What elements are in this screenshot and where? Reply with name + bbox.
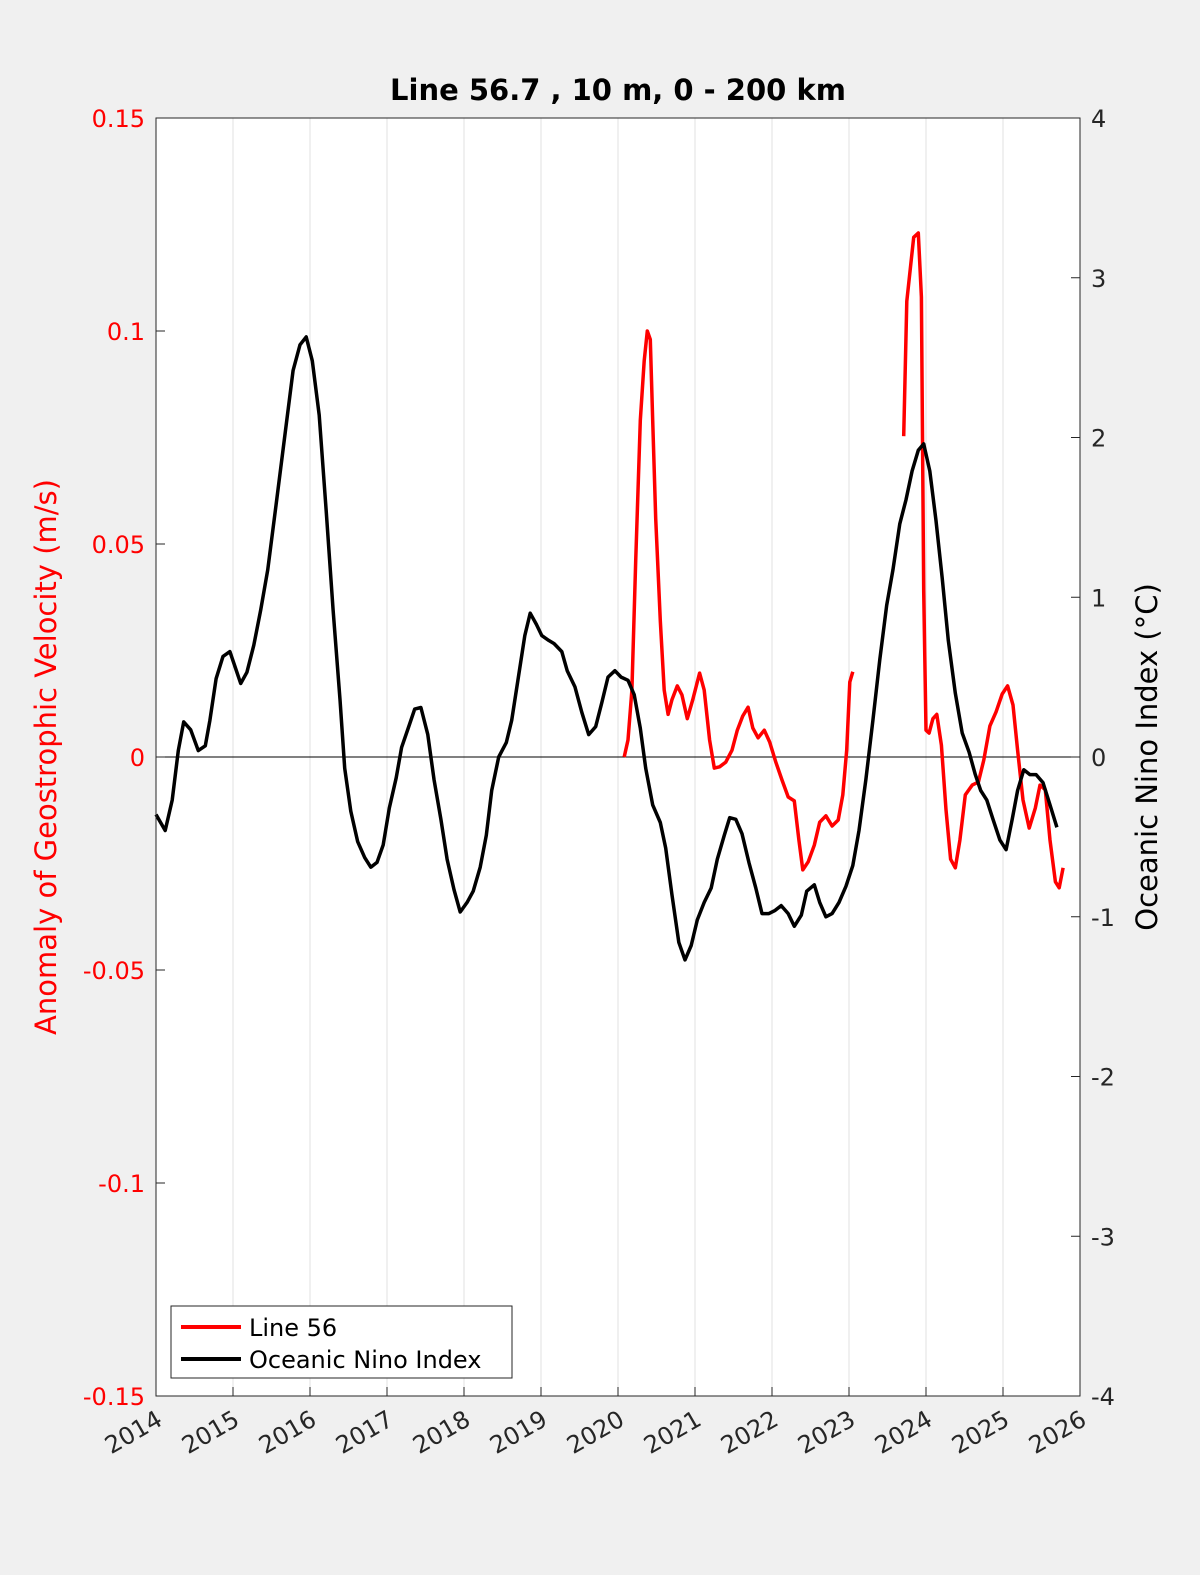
oni-series-line bbox=[154, 335, 1059, 962]
y-right-tick-label: 1 bbox=[1091, 584, 1106, 612]
x-axis: 2014 2015 2016 2017 2018 2019 2020 2021 2022 2023… bbox=[100, 1387, 1091, 1460]
x-tick-label: 2022 bbox=[716, 1405, 783, 1460]
y-axis-left-label: Anomaly of Geostrophic Velocity (m/s) bbox=[29, 479, 63, 1035]
y-right-tick-label: -4 bbox=[1091, 1383, 1115, 1411]
y-right-tick-label: -3 bbox=[1091, 1223, 1115, 1251]
y-right-tick-label: 2 bbox=[1091, 425, 1106, 453]
y-right-tick-label: -2 bbox=[1091, 1064, 1115, 1092]
y-axis-right-label: Oceanic Nino Index (°C) bbox=[1130, 583, 1164, 931]
y-right-tick-label: 0 bbox=[1091, 744, 1106, 772]
x-tick-label: 2026 bbox=[1024, 1405, 1091, 1460]
y-right-tick-label: -1 bbox=[1091, 904, 1115, 932]
line56-series-line bbox=[622, 329, 855, 872]
x-tick-label: 2018 bbox=[408, 1405, 475, 1460]
x-tick-label: 2024 bbox=[870, 1405, 937, 1460]
x-tick-label: 2015 bbox=[177, 1405, 244, 1460]
x-tick-label: 2020 bbox=[562, 1405, 629, 1460]
y-left-tick-label: -0.05 bbox=[83, 957, 145, 985]
y-left-tick-label: -0.1 bbox=[98, 1170, 145, 1198]
x-tick-label: 2023 bbox=[793, 1405, 860, 1460]
x-tick-label: 2019 bbox=[485, 1405, 552, 1460]
y-left-tick-label: 0.05 bbox=[92, 531, 145, 559]
y-axis-left: -0.15 -0.1 -0.05 0 0.05 0.1 0.15 bbox=[83, 105, 165, 1411]
x-tick-label: 2014 bbox=[100, 1405, 167, 1460]
y-left-tick-label: -0.15 bbox=[83, 1383, 145, 1411]
x-tick-label: 2025 bbox=[947, 1405, 1014, 1460]
x-tick-label: 2016 bbox=[254, 1405, 321, 1460]
y-left-tick-label: 0.1 bbox=[107, 318, 145, 346]
y-left-tick-label: 0.15 bbox=[92, 105, 145, 133]
x-tick-label: 2021 bbox=[639, 1405, 706, 1460]
y-right-tick-label: 4 bbox=[1091, 105, 1106, 133]
legend-box bbox=[170, 1305, 513, 1379]
legend[interactable]: Line 56 Oceanic Nino Index bbox=[170, 1305, 513, 1379]
y-right-tick-label: 3 bbox=[1091, 265, 1106, 293]
chart-title: Line 56.7 , 10 m, 0 - 200 km bbox=[390, 73, 846, 107]
y-left-tick-label: 0 bbox=[130, 744, 145, 772]
legend-label-line56: Line 56 bbox=[249, 1314, 337, 1342]
series-lines bbox=[154, 231, 1065, 962]
line56-series-line bbox=[901, 231, 1065, 890]
y-axis-right: -4 -3 -2 -1 0 1 2 3 4 bbox=[1071, 105, 1115, 1411]
x-tick-label: 2017 bbox=[331, 1405, 398, 1460]
legend-label-oni: Oceanic Nino Index bbox=[249, 1346, 481, 1374]
